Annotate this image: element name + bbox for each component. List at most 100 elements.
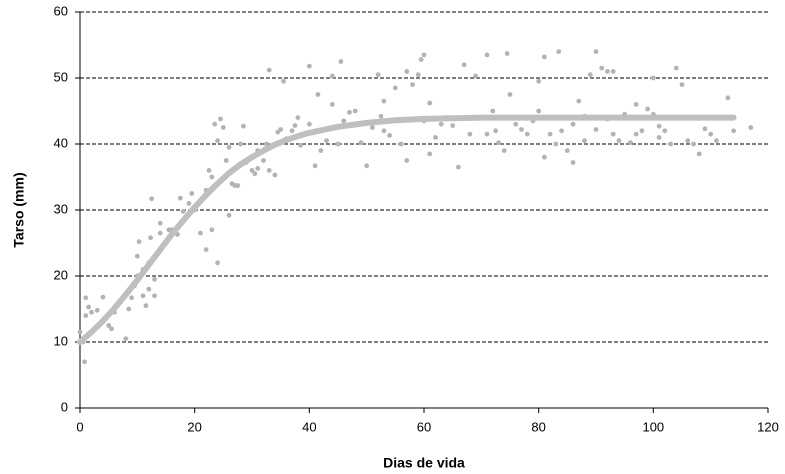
point bbox=[266, 168, 272, 173]
point bbox=[536, 108, 542, 114]
point bbox=[129, 295, 135, 301]
point bbox=[341, 118, 347, 124]
point bbox=[392, 85, 398, 91]
point bbox=[252, 171, 258, 177]
point bbox=[427, 100, 433, 106]
point bbox=[381, 98, 387, 104]
x-axis-label: Dias de vida bbox=[383, 455, 465, 471]
point bbox=[136, 239, 142, 245]
point bbox=[292, 123, 298, 128]
point bbox=[180, 208, 186, 214]
point bbox=[593, 127, 599, 132]
point bbox=[450, 123, 456, 128]
point bbox=[656, 135, 662, 140]
point bbox=[536, 78, 542, 84]
point bbox=[306, 63, 312, 69]
point bbox=[186, 201, 192, 206]
y-tick-label: 50 bbox=[54, 69, 68, 84]
point bbox=[490, 108, 496, 114]
y-axis-label: Tarso (mm) bbox=[11, 172, 27, 247]
point bbox=[418, 57, 424, 62]
point bbox=[410, 82, 415, 87]
point bbox=[220, 125, 226, 130]
point bbox=[241, 123, 246, 129]
point bbox=[152, 276, 157, 282]
point bbox=[338, 59, 344, 64]
point bbox=[324, 138, 329, 144]
point bbox=[519, 127, 524, 132]
x-tick-label: 100 bbox=[642, 419, 664, 434]
y-tick-label: 10 bbox=[54, 333, 68, 348]
point bbox=[421, 52, 427, 58]
point bbox=[616, 138, 622, 144]
point bbox=[473, 73, 478, 79]
point bbox=[582, 138, 587, 144]
point bbox=[157, 220, 163, 226]
point bbox=[564, 148, 570, 154]
point bbox=[633, 102, 639, 107]
point bbox=[209, 174, 215, 180]
point bbox=[82, 359, 87, 365]
point bbox=[209, 227, 215, 233]
point bbox=[427, 151, 433, 157]
point bbox=[513, 121, 519, 127]
point bbox=[731, 128, 736, 134]
point bbox=[685, 138, 691, 144]
point bbox=[177, 195, 183, 201]
point bbox=[708, 131, 714, 137]
point bbox=[702, 126, 708, 132]
point bbox=[415, 72, 421, 78]
point bbox=[226, 144, 232, 150]
point bbox=[570, 121, 576, 127]
point bbox=[146, 286, 152, 292]
point bbox=[725, 95, 731, 101]
point bbox=[524, 131, 530, 137]
point bbox=[610, 131, 616, 137]
y-tick-label: 0 bbox=[61, 399, 68, 414]
point bbox=[656, 123, 662, 129]
point bbox=[570, 160, 576, 165]
point bbox=[378, 113, 384, 119]
point bbox=[605, 69, 610, 74]
point bbox=[501, 148, 507, 154]
point bbox=[148, 235, 153, 241]
point bbox=[547, 131, 553, 137]
point bbox=[315, 92, 321, 97]
point bbox=[714, 138, 719, 144]
point bbox=[679, 82, 685, 87]
point bbox=[662, 128, 668, 134]
point bbox=[86, 304, 91, 310]
point bbox=[628, 140, 633, 146]
point bbox=[496, 140, 501, 146]
point bbox=[89, 309, 94, 315]
point bbox=[295, 115, 301, 120]
point bbox=[387, 133, 392, 138]
point bbox=[329, 73, 335, 79]
point bbox=[645, 106, 650, 112]
point bbox=[633, 131, 639, 137]
x-tick-label: 120 bbox=[757, 419, 779, 434]
point bbox=[358, 140, 364, 146]
point bbox=[748, 125, 754, 130]
point bbox=[106, 323, 112, 328]
point bbox=[404, 158, 410, 163]
point bbox=[347, 109, 352, 115]
x-tick-label: 0 bbox=[76, 419, 83, 434]
point bbox=[266, 67, 272, 73]
point bbox=[218, 116, 223, 122]
point bbox=[272, 172, 278, 178]
point bbox=[140, 293, 146, 299]
point bbox=[289, 128, 295, 134]
point bbox=[696, 151, 702, 157]
point bbox=[94, 307, 100, 313]
point bbox=[223, 158, 229, 163]
point bbox=[203, 247, 209, 253]
point bbox=[235, 183, 241, 188]
point bbox=[484, 131, 490, 137]
point bbox=[215, 260, 221, 266]
point bbox=[668, 141, 673, 147]
y-tick-label: 20 bbox=[54, 267, 68, 282]
point bbox=[157, 230, 163, 236]
point bbox=[83, 295, 89, 301]
